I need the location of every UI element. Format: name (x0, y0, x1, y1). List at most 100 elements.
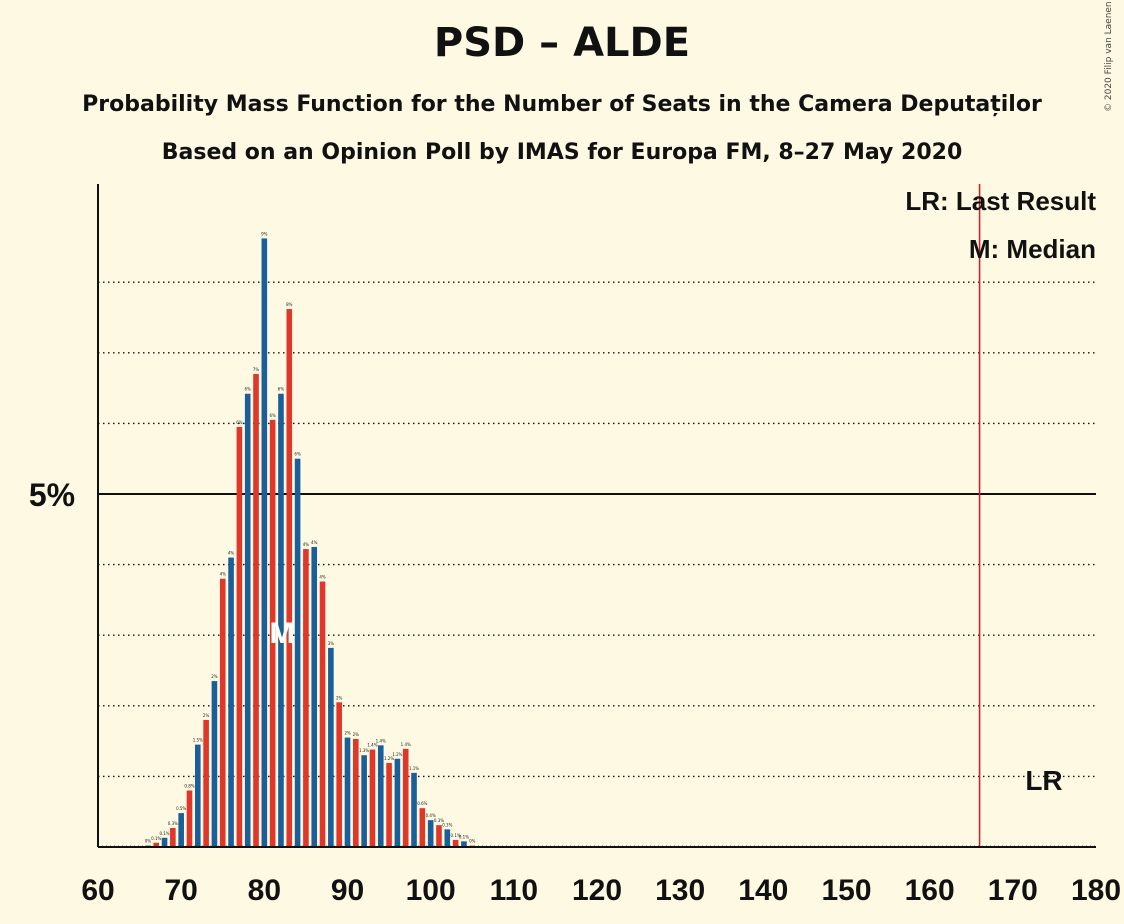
data-label: 0% (469, 839, 476, 844)
bar-seat-77 (236, 426, 243, 847)
bar-seat-104 (461, 841, 467, 847)
data-label: 7% (253, 367, 260, 372)
bar-seat-90 (344, 737, 351, 847)
x-tick-label: 140 (738, 874, 788, 907)
data-label: 0% (145, 839, 152, 844)
data-label: 0.8% (184, 784, 194, 789)
data-label: 0.5% (176, 806, 186, 811)
data-label: 6% (278, 387, 285, 392)
median-marker: M (269, 617, 294, 650)
bar-seat-96 (394, 758, 401, 847)
x-tick-label: 130 (655, 874, 705, 907)
x-tick-label: 80 (248, 874, 281, 907)
data-label: 2% (211, 674, 218, 679)
data-label: 6% (236, 420, 243, 425)
data-label: 0.3% (442, 822, 452, 827)
x-tick-label: 150 (821, 874, 871, 907)
x-tick-label: 120 (572, 874, 622, 907)
bar-seat-98 (411, 772, 417, 847)
bar-seat-103 (452, 839, 459, 847)
data-label: 2% (203, 713, 210, 718)
bar-seat-93 (369, 749, 376, 847)
bar-seat-99 (419, 808, 426, 847)
data-label: 3% (328, 641, 335, 646)
chart-subtitle: Probability Mass Function for the Number… (82, 92, 1042, 117)
data-label: 6% (245, 387, 252, 392)
bar-seat-83 (286, 309, 293, 847)
bar-seat-100 (427, 820, 434, 847)
data-label: 0.3% (434, 818, 444, 823)
bar-seat-87 (319, 581, 326, 847)
data-label: 0.4% (426, 813, 436, 818)
bar-seat-79 (253, 373, 259, 847)
data-label: 4% (228, 551, 235, 556)
data-label: 0.1% (459, 834, 469, 839)
bar-seat-70 (178, 813, 184, 847)
x-tick-label: 180 (1071, 874, 1121, 907)
data-label: 0.1% (159, 831, 169, 836)
data-label: 6% (294, 452, 301, 457)
bar-seat-89 (336, 702, 342, 847)
data-label: 0.1% (151, 836, 161, 841)
data-label: 4% (319, 575, 326, 580)
x-tick-label: 100 (406, 874, 456, 907)
x-tick-label: 110 (490, 874, 538, 907)
bar-seat-81 (269, 419, 276, 847)
bar-seat-88 (328, 647, 334, 847)
bar-seat-84 (294, 458, 301, 847)
chart-source: Based on an Opinion Poll by IMAS for Eur… (161, 140, 963, 165)
data-label: 0.1% (451, 833, 461, 838)
bar-seat-78 (244, 393, 251, 847)
data-label: 4% (311, 540, 318, 545)
data-label: 1.4% (401, 742, 411, 747)
bar-seat-80 (261, 238, 268, 848)
data-label: 2% (336, 695, 343, 700)
bar-seat-85 (303, 549, 309, 847)
data-label: 4% (303, 542, 310, 547)
bar-seat-91 (353, 738, 359, 847)
last-result-label: LR (1025, 765, 1062, 796)
x-tick-label: 90 (331, 874, 364, 907)
bar-seat-72 (195, 744, 201, 847)
legend-item: M: Median (969, 234, 1096, 264)
x-tick-label: 60 (81, 874, 114, 907)
bar-seat-75 (219, 578, 226, 847)
data-label: 1.3% (359, 748, 369, 753)
data-label: 4% (220, 572, 227, 577)
bar-seat-101 (436, 825, 442, 847)
data-label: 1.4% (367, 743, 377, 748)
legend-item: LR: Last Result (905, 186, 1096, 216)
data-label: 0.6% (417, 801, 427, 806)
bar-seat-97 (402, 748, 409, 847)
bar-seat-67 (153, 842, 160, 847)
x-tick-label: 70 (164, 874, 197, 907)
bar-seat-71 (186, 790, 193, 847)
x-tick-label: 160 (905, 874, 955, 907)
bar-seat-102 (444, 829, 451, 847)
data-label: 1.5% (193, 738, 203, 743)
bar-seat-86 (311, 546, 318, 847)
bar-seat-94 (377, 745, 384, 847)
data-label: 1.1% (409, 766, 419, 771)
chart-title: PSD – ALDE (433, 20, 691, 66)
x-tick-label: 170 (988, 874, 1038, 907)
data-label: 2% (344, 731, 351, 736)
bar-seat-74 (211, 681, 218, 847)
data-label: 1.2% (392, 752, 402, 757)
bar-seat-82 (278, 393, 284, 847)
bar-seat-73 (203, 719, 209, 847)
bar-seat-76 (228, 557, 234, 847)
bar-seat-95 (386, 762, 392, 847)
data-label: 0.3% (168, 821, 178, 826)
data-label: 6% (269, 413, 276, 418)
data-label: 2% (353, 732, 360, 737)
bar-seat-68 (161, 837, 168, 847)
data-label: 8% (286, 302, 293, 307)
bar-seat-92 (361, 755, 367, 847)
y-tick-label: 5% (29, 477, 75, 513)
data-label: 1.2% (384, 756, 394, 761)
data-label: 9% (261, 231, 268, 236)
data-label: 1.4% (376, 738, 386, 743)
bar-seat-69 (170, 827, 176, 847)
